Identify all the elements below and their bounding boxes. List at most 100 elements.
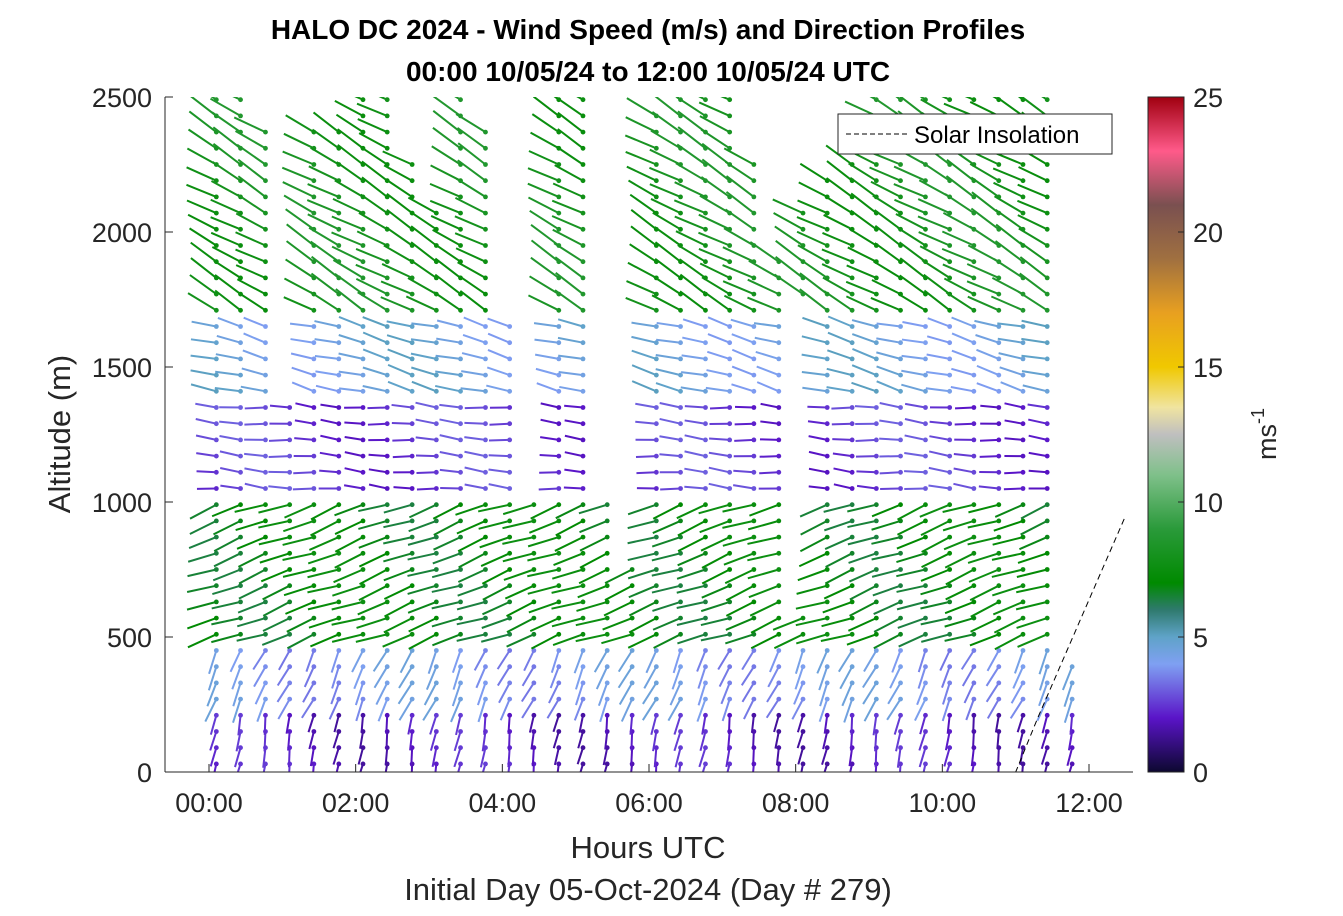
wind-barb-dot xyxy=(971,340,976,345)
wind-barb-dot xyxy=(947,745,952,750)
wind-barb-dot xyxy=(874,308,879,313)
wind-barb-dot xyxy=(727,713,732,718)
wind-barb-dot xyxy=(434,632,439,637)
wind-barb-dot xyxy=(531,713,536,718)
chart-title-line1: HALO DC 2024 - Wind Speed (m/s) and Dire… xyxy=(271,14,1025,45)
wind-barb-dot xyxy=(654,405,659,410)
wind-barb-dot xyxy=(727,276,732,281)
wind-barb-dot xyxy=(850,713,855,718)
wind-barb-dot xyxy=(1045,292,1050,297)
wind-barb-dot xyxy=(923,600,928,605)
wind-barb-dot xyxy=(678,324,683,329)
wind-barb-dot xyxy=(923,454,928,459)
wind-barb-dot xyxy=(214,681,219,686)
wind-barb-dot xyxy=(654,308,659,313)
wind-barb-dot xyxy=(336,762,341,767)
wind-barb-dot xyxy=(581,762,586,767)
wind-barb-dot xyxy=(311,324,316,329)
wind-barb-dot xyxy=(1021,195,1026,200)
wind-barb-dot xyxy=(336,713,341,718)
wind-barb-dot xyxy=(581,713,586,718)
wind-barb-dot xyxy=(825,567,830,572)
wind-barb-dot xyxy=(1021,486,1026,491)
wind-barb-dot xyxy=(874,340,879,345)
wind-barb-dot xyxy=(336,454,341,459)
wind-barb-dot xyxy=(947,648,952,653)
wind-barb-dot xyxy=(556,632,561,637)
wind-barb-dot xyxy=(776,357,781,362)
wind-barb-dot xyxy=(458,681,463,686)
wind-barb-dot xyxy=(947,567,952,572)
wind-barb-dot xyxy=(825,616,830,621)
wind-barb-dot xyxy=(654,681,659,686)
wind-barb-dot xyxy=(581,438,586,443)
colorbar-tick-label: 25 xyxy=(1193,83,1223,113)
wind-barb-dot xyxy=(1021,324,1026,329)
wind-barb-dot xyxy=(996,438,1001,443)
legend-entry-label: Solar Insolation xyxy=(914,122,1079,149)
wind-barb-dot xyxy=(776,664,781,669)
wind-barb-dot xyxy=(581,308,586,313)
wind-barb-dot xyxy=(238,713,243,718)
wind-barb-dot xyxy=(434,502,439,507)
wind-barb-dot xyxy=(410,389,415,394)
wind-barb-dot xyxy=(385,648,390,653)
wind-barb-dot xyxy=(531,551,536,556)
wind-barb-dot xyxy=(678,762,683,767)
wind-barb-dot xyxy=(385,389,390,394)
wind-barb-dot xyxy=(605,519,610,524)
wind-barb xyxy=(489,455,510,456)
wind-barb xyxy=(856,440,877,441)
wind-barb-dot xyxy=(434,357,439,362)
wind-barb-dot xyxy=(1021,340,1026,345)
wind-barb-dot xyxy=(214,211,219,216)
wind-barb-dot xyxy=(311,421,316,426)
wind-barb-dot xyxy=(727,389,732,394)
wind-barb-dot xyxy=(776,567,781,572)
wind-barb-dot xyxy=(850,292,855,297)
wind-barb-dot xyxy=(385,405,390,410)
wind-barb-dot xyxy=(776,616,781,621)
wind-barb-dot xyxy=(605,697,610,702)
wind-barb-dot xyxy=(214,389,219,394)
wind-barb-dot xyxy=(751,681,756,686)
wind-barb-dot xyxy=(1045,567,1050,572)
wind-barb-dot xyxy=(898,308,903,313)
wind-barb-dot xyxy=(996,583,1001,588)
wind-barb-dot xyxy=(678,713,683,718)
wind-barb-dot xyxy=(727,243,732,248)
wind-barb-dot xyxy=(581,583,586,588)
wind-barb-dot xyxy=(898,745,903,750)
wind-barb-dot xyxy=(703,308,708,313)
wind-barb xyxy=(1004,472,1023,473)
wind-barb-dot xyxy=(605,664,610,669)
wind-barb-dot xyxy=(678,697,683,702)
wind-barb-dot xyxy=(287,632,292,637)
wind-barb-dot xyxy=(947,259,952,264)
x-axis-sublabel: Initial Day 05-Oct-2024 (Day # 279) xyxy=(404,872,892,907)
wind-barb-dot xyxy=(898,324,903,329)
wind-barb xyxy=(367,408,387,409)
wind-barb-dot xyxy=(556,211,561,216)
wind-barb-dot xyxy=(385,697,390,702)
wind-barb-dot xyxy=(311,454,316,459)
wind-barb-dot xyxy=(434,697,439,702)
wind-barb-dot xyxy=(703,243,708,248)
wind-barb xyxy=(729,715,730,734)
wind-barb-dot xyxy=(703,438,708,443)
wind-barb-dot xyxy=(678,745,683,750)
wind-barb-dot xyxy=(581,146,586,151)
wind-barb-dot xyxy=(458,308,463,313)
wind-barb-dot xyxy=(850,259,855,264)
wind-barb-dot xyxy=(336,583,341,588)
wind-barb-dot xyxy=(947,373,952,378)
legend: Solar Insolation xyxy=(838,114,1112,154)
wind-barb-dot xyxy=(531,600,536,605)
wind-barb-dot xyxy=(361,664,366,669)
wind-barb-dot xyxy=(727,130,732,135)
wind-barb-dot xyxy=(727,470,732,475)
wind-barb-dot xyxy=(385,421,390,426)
wind-barb-dot xyxy=(458,438,463,443)
wind-barb-dot xyxy=(581,729,586,734)
